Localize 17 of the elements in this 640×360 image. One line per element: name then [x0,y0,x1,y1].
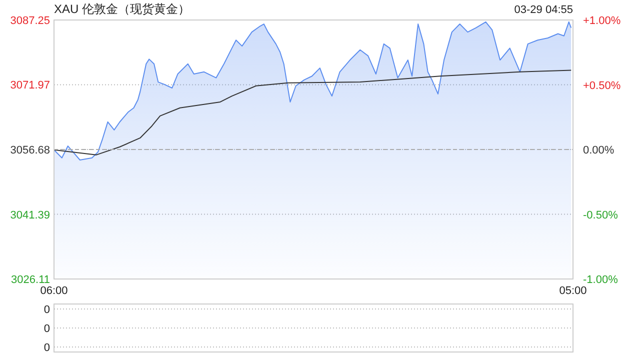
text: 0 [44,304,50,316]
text: 0 [44,342,50,354]
x-tick-label: 06:00 [40,285,68,297]
y2-tick-label: +0.50% [583,80,621,92]
x-tick-label: 05:00 [559,285,587,297]
y2-tick-label: -1.00% [583,274,618,286]
y-tick-label: 3041.39 [10,209,50,222]
chart-title: XAU 伦敦金（现货黄金） [54,2,190,16]
y-tick-label: 3071.97 [10,80,50,92]
y-tick-label: 3087.25 [10,15,50,27]
y2-tick-label: 0.00% [583,144,614,156]
y2-tick-label: -0.50% [583,209,618,222]
text: 03-29 04:55 [514,4,573,16]
y-tick-label: 3026.11 [11,274,50,286]
y2-tick-label: +1.00% [583,15,621,27]
text: 0 [44,323,50,335]
y-tick-label: 3056.68 [10,144,50,156]
